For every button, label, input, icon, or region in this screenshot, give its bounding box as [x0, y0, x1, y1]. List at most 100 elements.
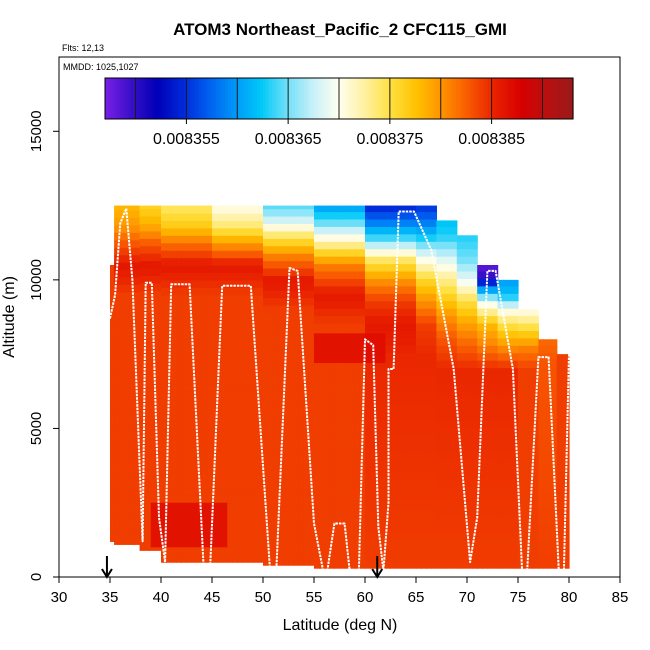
colorbar-swatch: [318, 78, 323, 119]
heatmap-cell: [390, 530, 397, 539]
heatmap-cell: [283, 513, 290, 522]
heatmap-cell: [339, 516, 346, 525]
heatmap-cell: [308, 364, 315, 373]
colorbar-swatch: [403, 78, 407, 119]
heatmap-cell: [196, 339, 203, 348]
heatmap-cell: [395, 345, 402, 354]
heatmap-cell: [523, 441, 529, 450]
heatmap-cell: [512, 300, 519, 309]
heatmap-cell: [268, 550, 274, 559]
heatmap-cell: [410, 449, 417, 458]
heatmap-cell: [400, 352, 407, 361]
heatmap-cell: [268, 490, 274, 499]
heatmap-cell: [354, 426, 361, 435]
heatmap-cell: [349, 404, 356, 413]
heatmap-cell: [507, 538, 514, 547]
heatmap-cell: [349, 471, 356, 480]
heatmap-cell: [566, 426, 570, 435]
heatmap-cell: [421, 426, 427, 435]
heatmap-cell: [497, 464, 504, 473]
heatmap-cell: [217, 398, 223, 407]
heatmap-cell: [278, 319, 284, 328]
heatmap-cell: [144, 245, 151, 254]
heatmap-cell: [154, 431, 161, 440]
heatmap-cell: [222, 346, 228, 355]
heatmap-cell: [191, 205, 198, 214]
heatmap-cell: [206, 265, 213, 274]
heatmap-cell: [278, 409, 284, 418]
heatmap-cell: [482, 322, 488, 331]
heatmap-cell: [543, 339, 550, 346]
heatmap-cell: [273, 305, 279, 314]
colorbar-swatch: [467, 78, 472, 119]
heatmap-cell: [339, 419, 346, 428]
heatmap-cell: [201, 450, 208, 459]
heatmap-cell: [487, 464, 494, 473]
colorbar-swatch: [534, 78, 539, 119]
heatmap-cell: [533, 337, 539, 346]
heatmap-cell: [497, 419, 504, 428]
heatmap-cell: [431, 211, 437, 220]
heatmap-cell: [212, 272, 218, 281]
heatmap-cell: [206, 450, 213, 459]
heatmap-cell: [502, 389, 509, 398]
heatmap-cell: [283, 275, 290, 284]
heatmap-cell: [502, 330, 509, 339]
heatmap-cell: [206, 554, 213, 563]
heatmap-cell: [329, 412, 335, 421]
heatmap-cell: [149, 349, 156, 358]
heatmap-cell: [492, 441, 499, 450]
heatmap-cell: [416, 545, 422, 554]
heatmap-cell: [206, 242, 213, 251]
heatmap-cell: [212, 547, 218, 556]
heatmap-cell: [467, 516, 473, 525]
heatmap-cell: [212, 242, 218, 251]
heatmap-cell: [370, 560, 376, 569]
heatmap-cell: [298, 490, 305, 499]
heatmap-cell: [451, 553, 458, 562]
heatmap-cell: [477, 322, 483, 331]
heatmap-cell: [217, 369, 223, 378]
heatmap-cell: [324, 322, 330, 331]
heatmap-cell: [436, 382, 443, 391]
heatmap-cell: [298, 520, 305, 529]
heatmap-cell: [181, 406, 188, 415]
heatmap-cell: [400, 308, 407, 317]
heatmap-cell: [400, 449, 407, 458]
heatmap-cell: [365, 545, 371, 554]
heatmap-cell: [212, 235, 218, 244]
heatmap-cell: [354, 464, 361, 473]
heatmap-cell: [482, 352, 488, 361]
heatmap-cell: [492, 471, 499, 480]
heatmap-cell: [446, 449, 453, 458]
heatmap-cell: [161, 220, 167, 229]
heatmap-cell: [523, 516, 529, 525]
heatmap-cell: [283, 205, 290, 210]
heatmap-cell: [497, 426, 504, 435]
heatmap-cell: [242, 406, 249, 415]
heatmap-cell: [421, 293, 427, 302]
heatmap-cell: [154, 205, 161, 210]
heatmap-cell: [528, 360, 534, 369]
heatmap-cell: [206, 465, 213, 474]
heatmap-cell: [176, 346, 182, 355]
heatmap-cell: [477, 300, 483, 309]
heatmap-cell: [416, 382, 422, 391]
heatmap-cell: [124, 366, 130, 375]
heatmap-cell: [344, 419, 351, 428]
heatmap-cell: [477, 285, 483, 294]
heatmap-cell: [395, 218, 402, 227]
heatmap-cell: [232, 532, 239, 541]
heatmap-cell: [512, 456, 519, 465]
heatmap-cell: [492, 300, 499, 309]
heatmap-cell: [410, 538, 417, 547]
heatmap-cell: [436, 367, 443, 376]
heatmap-cell: [512, 308, 519, 317]
heatmap-cell: [293, 312, 300, 321]
heatmap-cell: [319, 397, 325, 406]
heatmap-cell: [426, 560, 432, 569]
heatmap-cell: [319, 205, 325, 213]
heatmap-cell: [257, 235, 264, 244]
heatmap-cell: [528, 486, 534, 495]
heatmap-cell: [497, 553, 504, 562]
